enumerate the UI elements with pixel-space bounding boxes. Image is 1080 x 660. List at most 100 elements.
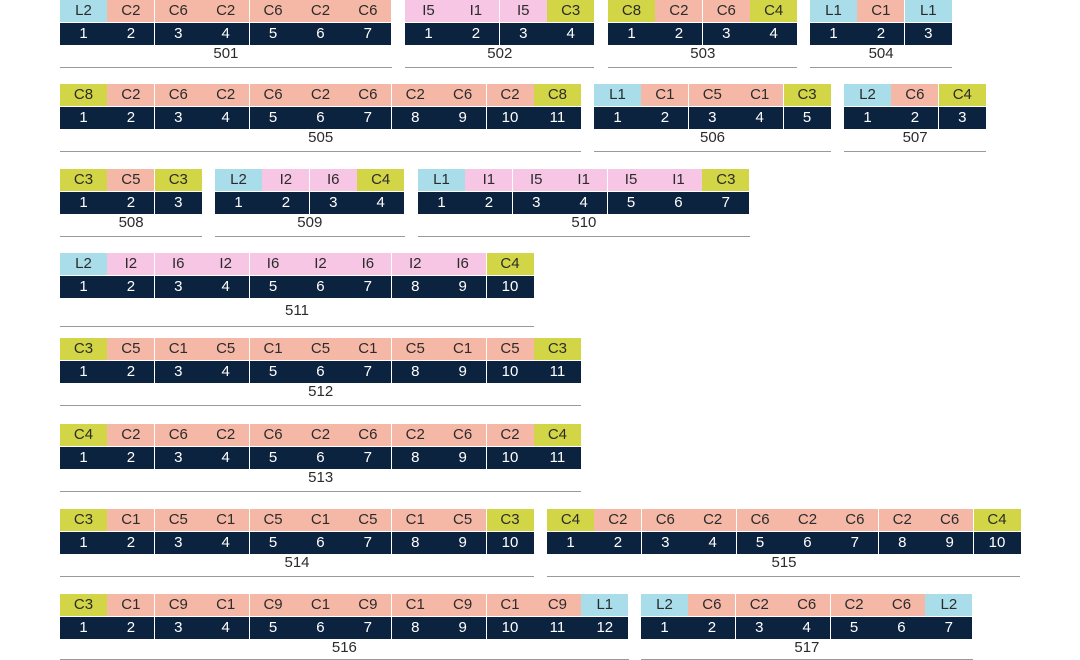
position-cell: C8 11 [533, 84, 581, 129]
group-id-label: 501 [213, 45, 239, 62]
cell-number: 4 [202, 446, 250, 469]
position-cell: C1 8 [391, 509, 439, 554]
cell-code: I2 [296, 253, 344, 275]
cell-number: 6 [296, 446, 344, 469]
position-cell: C1 6 [296, 509, 344, 554]
position-cell: C8 1 [608, 0, 655, 45]
cell-code: C6 [439, 84, 487, 106]
cell-number: 7 [344, 360, 392, 383]
cell-code: C3 [533, 338, 581, 360]
cell-number: 6 [877, 616, 925, 639]
cell-code: L2 [215, 169, 262, 191]
cell-number: 3 [154, 106, 202, 129]
position-cell: L1 1 [418, 169, 465, 214]
cell-code: C6 [344, 0, 392, 22]
position-cell: C5 8 [391, 338, 439, 383]
group-underline [60, 576, 534, 577]
cell-number: 5 [249, 22, 297, 45]
cell-number: 2 [107, 191, 155, 214]
position-cell: C2 2 [655, 0, 703, 45]
cell-number: 4 [736, 106, 784, 129]
position-cell: I1 2 [452, 0, 500, 45]
cell-code: L1 [904, 0, 952, 22]
cell-strip: C3 1 C5 2 C3 3 [60, 169, 202, 214]
cell-number: 4 [750, 22, 798, 45]
cell-number: 2 [688, 616, 736, 639]
position-cell: C2 6 [783, 509, 831, 554]
position-cell: C6 3 [154, 424, 202, 469]
group-id-label: 514 [284, 554, 310, 571]
cell-number: 2 [452, 22, 500, 45]
cell-number: 5 [607, 191, 655, 214]
cell-number: 1 [60, 360, 107, 383]
position-cell: C2 4 [689, 509, 737, 554]
cell-code: C8 [533, 84, 581, 106]
cell-code: I6 [439, 253, 487, 275]
group-id-label: 503 [690, 45, 716, 62]
cell-number: 8 [391, 446, 439, 469]
cell-number: 8 [878, 531, 926, 554]
cell-code: C2 [878, 509, 926, 531]
position-cell: I5 1 [405, 0, 452, 45]
cell-code: C6 [688, 594, 736, 616]
position-cell: C9 5 [249, 594, 297, 639]
cell-number: 8 [391, 106, 439, 129]
cell-code: C3 [702, 169, 750, 191]
cell-code: C1 [107, 509, 155, 531]
cell-code: C2 [107, 0, 155, 22]
position-cell: C6 7 [831, 509, 879, 554]
group-underline [418, 236, 750, 237]
cell-number: 3 [154, 360, 202, 383]
cell-code: C6 [344, 84, 392, 106]
cell-strip: L2 1 I2 2 I6 3 C4 4 [215, 169, 405, 214]
cell-number: 4 [547, 22, 595, 45]
cell-code: C1 [641, 84, 689, 106]
group-underline [844, 151, 986, 152]
cell-code: I6 [344, 253, 392, 275]
position-cell: C3 1 [60, 594, 107, 639]
position-cell: I1 4 [560, 169, 608, 214]
cell-number: 2 [107, 360, 155, 383]
cell-strip: L1 1 C1 2 L1 3 [810, 0, 952, 45]
position-cell: C2 2 [107, 84, 155, 129]
cell-strip: L2 1 C6 2 C4 3 [844, 84, 986, 129]
position-cell: C9 3 [154, 594, 202, 639]
cell-number: 7 [344, 275, 392, 298]
cell-number: 6 [296, 531, 344, 554]
cell-strip: L1 1 I1 2 I5 3 I1 4 I5 5 I1 6 C3 7 [418, 169, 750, 214]
position-cell: C6 7 [344, 84, 392, 129]
cell-number: 2 [107, 275, 155, 298]
cell-number: 7 [925, 616, 973, 639]
cell-code: C9 [344, 594, 392, 616]
position-cell: C5 2 [107, 338, 155, 383]
position-cell: I5 3 [499, 0, 547, 45]
cell-code: L1 [594, 84, 641, 106]
position-cell: C1 4 [202, 594, 250, 639]
position-cell: I2 6 [296, 253, 344, 298]
cell-code: I5 [405, 0, 452, 22]
position-cell: I1 2 [465, 169, 513, 214]
cell-number: 7 [702, 191, 750, 214]
cell-strip: I5 1 I1 2 I5 3 C3 4 [405, 0, 595, 45]
cell-number: 1 [594, 106, 641, 129]
group-id-label: 510 [571, 214, 597, 231]
cell-code: C8 [608, 0, 655, 22]
cell-number: 2 [655, 22, 703, 45]
group-underline [547, 576, 1020, 577]
cell-code: C1 [391, 509, 439, 531]
cell-number: 9 [439, 360, 487, 383]
cell-number: 3 [702, 22, 750, 45]
position-cell: C4 1 [547, 509, 594, 554]
cell-code: C1 [202, 509, 250, 531]
cell-code: C2 [689, 509, 737, 531]
cell-number: 3 [688, 106, 736, 129]
position-cell: C6 5 [736, 509, 784, 554]
cell-code: C2 [107, 84, 155, 106]
cell-number: 5 [736, 531, 784, 554]
cell-number: 2 [857, 22, 905, 45]
group-id-label: 509 [297, 214, 323, 231]
position-cell: C4 4 [750, 0, 798, 45]
cell-number: 8 [391, 275, 439, 298]
cell-number: 7 [344, 616, 392, 639]
cell-code: L1 [810, 0, 857, 22]
